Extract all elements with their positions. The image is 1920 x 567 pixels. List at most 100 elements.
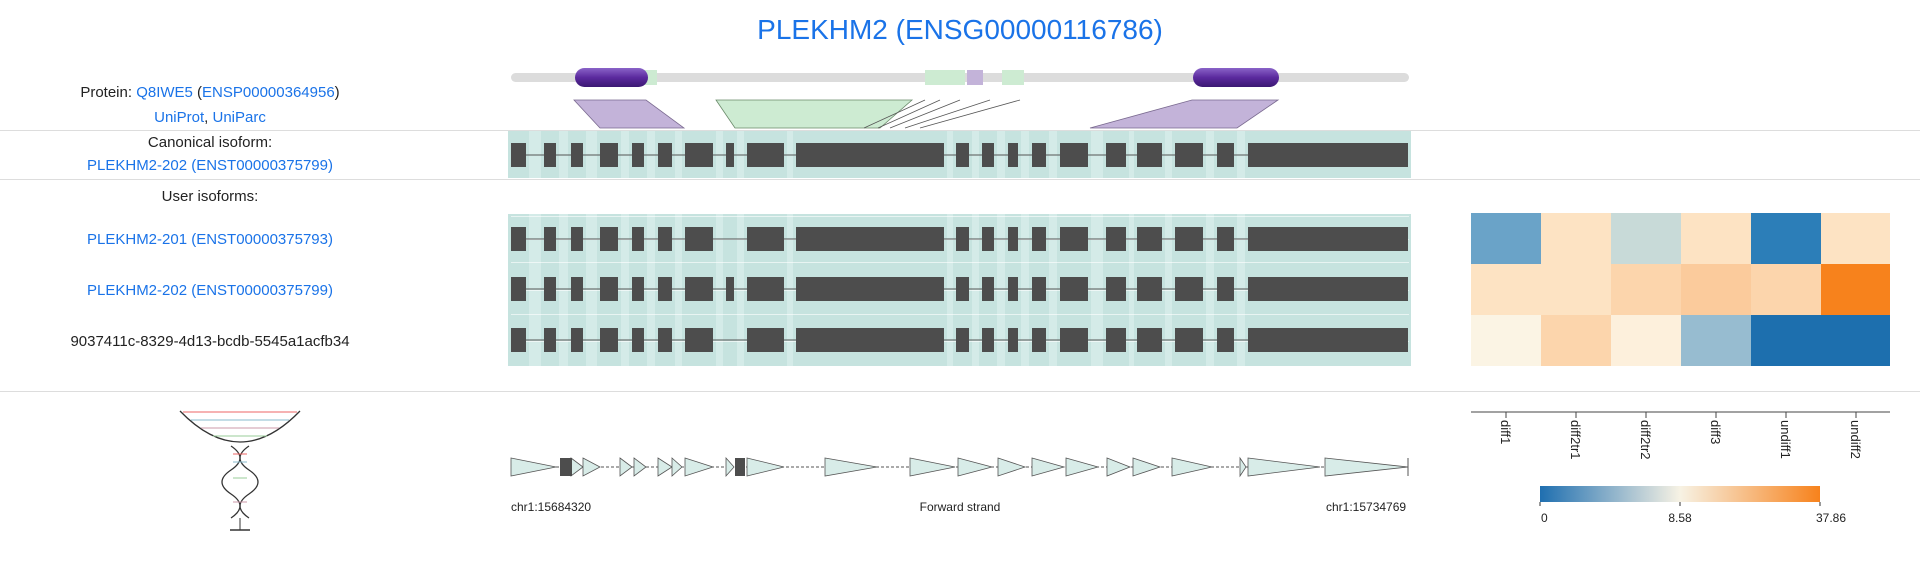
heatmap-cell — [1751, 315, 1821, 366]
strand-end-coord: chr1:15734769 — [1326, 500, 1407, 514]
exon — [632, 328, 644, 352]
exon — [1032, 328, 1046, 352]
protein-feature-region — [1002, 70, 1024, 85]
strand-arrow — [582, 457, 601, 477]
strand-arrow — [1324, 457, 1409, 477]
exon — [1060, 227, 1088, 251]
strand-arrow — [957, 457, 994, 477]
exon — [632, 277, 644, 301]
feature-mapping-line — [889, 99, 961, 129]
exon — [685, 143, 713, 167]
uniprot-accession-link[interactable]: Q8IWE5 — [136, 84, 193, 101]
strand-arrow — [1031, 457, 1066, 477]
strand-track — [510, 456, 1409, 478]
domain-mapping — [573, 99, 686, 129]
exon — [956, 277, 969, 301]
strand-arrow — [633, 457, 647, 477]
uniparc-link[interactable]: UniParc — [212, 109, 266, 126]
exon — [571, 227, 583, 251]
strand-arrow — [1065, 457, 1100, 477]
strand-arrow — [1247, 457, 1321, 477]
exon — [1008, 277, 1018, 301]
strand-arrow — [570, 457, 584, 477]
exon — [1175, 328, 1203, 352]
heatmap-cell — [1681, 264, 1751, 315]
heatmap-cell — [1541, 315, 1611, 366]
exon — [747, 227, 784, 251]
exon — [571, 277, 583, 301]
exon — [511, 328, 526, 352]
feature-mapping-line — [877, 99, 941, 129]
exon — [685, 277, 713, 301]
heatmap-cell — [1611, 315, 1681, 366]
band-stripe — [511, 216, 1409, 217]
protein-domain-bar — [511, 68, 1409, 129]
exon — [571, 143, 583, 167]
strand-arrow — [510, 457, 557, 477]
strand-start-coord: chr1:15684320 — [511, 500, 592, 514]
exon — [1137, 227, 1162, 251]
strand-arrow — [1171, 457, 1213, 477]
exon — [726, 277, 734, 301]
heatmap-cell — [1541, 264, 1611, 315]
strand-arrow — [1239, 456, 1247, 478]
protein-domain — [1193, 68, 1279, 87]
exon — [1008, 328, 1018, 352]
exon — [1032, 277, 1046, 301]
strand-arrow — [1106, 457, 1132, 477]
exon — [747, 143, 784, 167]
divider — [0, 179, 1920, 180]
exon — [1060, 328, 1088, 352]
band-stripe — [511, 314, 1409, 315]
dna-helix-icon — [179, 410, 301, 531]
exon — [658, 328, 672, 352]
exon — [1060, 143, 1088, 167]
exon — [1032, 227, 1046, 251]
heatmap-column-label: diff1 — [1498, 420, 1513, 444]
heatmap-column-label: diff2tr2 — [1638, 420, 1653, 460]
heatmap-cell — [1611, 264, 1681, 315]
exon — [1137, 277, 1162, 301]
strand-direction-label: Forward strand — [919, 500, 1001, 514]
heatmap-cell — [1541, 213, 1611, 264]
isoform-tracks — [511, 143, 1408, 352]
exon — [571, 328, 583, 352]
uniprot-link[interactable]: UniProt — [154, 109, 205, 126]
protein-feature-region — [967, 70, 983, 85]
exon — [956, 227, 969, 251]
exon — [1060, 277, 1088, 301]
heatmap-column-label: undiff2 — [1848, 420, 1863, 459]
exon — [1106, 277, 1126, 301]
ensp-link[interactable]: ENSP00000364956 — [202, 84, 335, 101]
heatmap-column-label: undiff1 — [1778, 420, 1793, 459]
canonical-isoform-link[interactable]: PLEKHM2-202 (ENST00000375799) — [87, 157, 333, 174]
exon — [632, 227, 644, 251]
user-isoform-link[interactable]: PLEKHM2-202 (ENST00000375799) — [87, 282, 333, 299]
exon — [1248, 227, 1408, 251]
paren-open: ( — [192, 84, 203, 101]
exon — [1248, 277, 1408, 301]
exon — [982, 143, 994, 167]
strand-arrow — [1132, 457, 1162, 477]
exon — [511, 143, 526, 167]
exon — [1137, 328, 1162, 352]
gene-title[interactable]: PLEKHM2 (ENSG00000116786) — [757, 14, 1163, 45]
exon — [685, 227, 713, 251]
exon — [1106, 227, 1126, 251]
colorbar — [1539, 486, 1821, 506]
exon — [956, 328, 969, 352]
exon — [658, 227, 672, 251]
exon — [544, 227, 556, 251]
strand-block — [735, 458, 745, 476]
exon — [747, 277, 784, 301]
exon — [1106, 143, 1126, 167]
exon — [511, 227, 526, 251]
exon — [1175, 227, 1203, 251]
exon — [796, 328, 944, 352]
exon — [1008, 143, 1018, 167]
divider — [0, 130, 1920, 131]
user-isoform-link[interactable]: PLEKHM2-201 (ENST00000375793) — [87, 231, 333, 248]
strand-arrow — [746, 457, 785, 477]
exon — [1217, 277, 1234, 301]
